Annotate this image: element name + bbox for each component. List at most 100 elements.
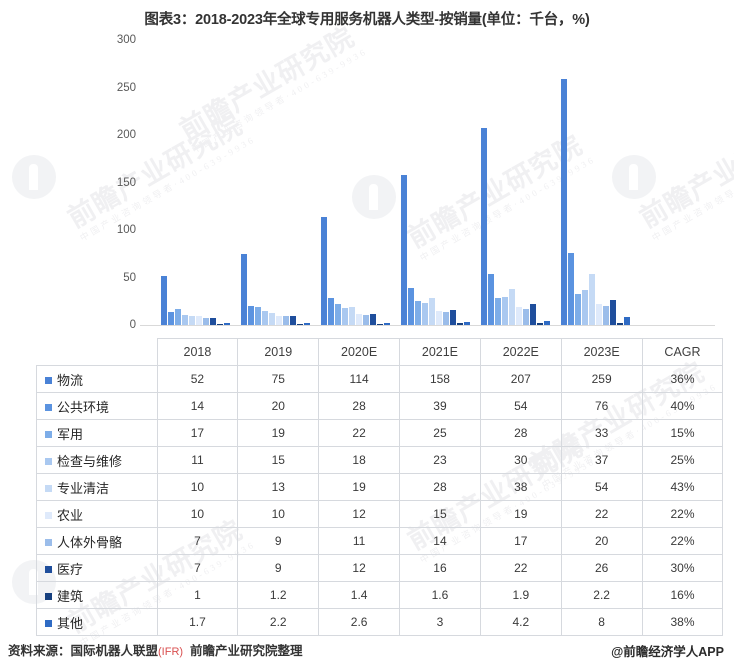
legend-swatch-icon [45,538,52,546]
value-cell: 39 [399,392,481,420]
bar [328,298,335,325]
value-cell: 114 [318,365,401,393]
legend-swatch-icon [45,484,52,492]
y-axis-tick: 200 [116,129,136,141]
value-cell: 52 [156,365,239,393]
bar-group [316,40,396,325]
table-row: 其他 1.7 2.2 2.6 3 4.2 8 38% [36,608,724,636]
cagr-cell: 38% [641,608,724,636]
table-column-header: 2021E [399,338,481,366]
series-label-cell: 其他 [36,608,158,636]
legend-swatch-icon [45,403,52,411]
bar-group [555,40,635,325]
bar [224,323,231,325]
bar [248,306,255,325]
table-column-header: 2023E [560,338,643,366]
value-cell: 23 [399,446,481,474]
value-cell: 30 [479,446,562,474]
table-row: 公共环境 14 20 28 39 54 76 40% [36,392,724,420]
series-name: 检查与维修 [57,453,123,469]
value-cell: 37 [560,446,643,474]
bar [435,310,442,325]
bar [276,315,283,325]
value-cell: 11 [156,446,239,474]
table-corner-cell [36,338,158,366]
table-row: 建筑 1 1.2 1.4 1.6 1.9 2.2 16% [36,581,724,609]
bar [349,306,356,325]
value-cell: 3 [399,608,481,636]
bar [290,316,297,325]
bar [595,304,602,325]
value-cell: 20 [237,392,320,420]
table-row: 人体外骨骼 7 9 11 14 17 20 22% [36,527,724,555]
bar [217,323,224,325]
bar [203,318,210,325]
value-cell: 2.2 [237,608,320,636]
bar [501,296,508,325]
value-cell: 1.7 [156,608,239,636]
cagr-cell: 22% [641,500,724,528]
bar [377,323,384,325]
bar [182,314,189,325]
value-cell: 33 [560,419,643,447]
bar [623,317,630,325]
value-cell: 20 [560,527,643,555]
data-table-wrapper: 2018 2019 2020E 2021E 2022E 2023E CAGR 物流 52 75 1… [36,338,724,636]
bar [581,289,588,325]
series-label-cell: 公共环境 [36,392,158,420]
bar [161,275,168,325]
chart-plot-area: 0 50 100 150 200 250 300 [0,34,734,345]
bar [480,128,487,325]
table-row: 医疗 7 9 12 16 22 26 30% [36,554,724,582]
value-cell: 10 [156,473,239,501]
series-name: 专业清洁 [57,480,110,496]
table-header-row: 2018 2019 2020E 2021E 2022E 2023E CAGR [36,338,724,366]
value-cell: 25 [399,419,481,447]
data-table: 2018 2019 2020E 2021E 2022E 2023E CAGR 物流 52 75 1… [36,338,724,636]
source-suffix: 前瞻产业研究院整理 [190,644,303,658]
series-label-cell: 人体外骨骼 [36,527,158,555]
value-cell: 1.6 [399,581,481,609]
table-row: 物流 52 75 114 158 207 259 36% [36,365,724,393]
series-name: 农业 [57,507,84,523]
bar [609,300,616,325]
series-name: 军用 [57,426,84,442]
table-column-header: 2020E [318,338,401,366]
bar [567,252,574,325]
value-cell: 38 [479,473,562,501]
bar [421,303,428,325]
bar [304,322,311,325]
bar [269,312,276,325]
bar [494,298,501,325]
value-cell: 28 [479,419,562,447]
brand-label: @前瞻经济学人APP [611,645,724,659]
series-label-cell: 物流 [36,365,158,393]
legend-swatch-icon [45,511,52,519]
series-label-cell: 医疗 [36,554,158,582]
table-row: 专业清洁 10 13 19 28 38 54 43% [36,473,724,501]
bar [588,273,595,325]
cagr-cell: 16% [641,581,724,609]
value-cell: 9 [237,527,320,555]
value-cell: 26 [560,554,643,582]
bar [283,316,290,325]
bar [522,308,529,325]
bar-group [396,40,476,325]
value-cell: 10 [156,500,239,528]
series-label-cell: 建筑 [36,581,158,609]
bar [487,273,494,325]
value-cell: 2.2 [560,581,643,609]
legend-swatch-icon [45,619,52,627]
bar [335,304,342,325]
bar [428,298,435,325]
chart-title: 图表3：2018-2023年全球专用服务机器人类型-按销量(单位：千台，%) [144,12,590,28]
series-label-cell: 检查与维修 [36,446,158,474]
bar [196,315,203,325]
y-axis: 0 50 100 150 200 250 300 [98,34,136,331]
bar [262,310,269,325]
bar-group [156,40,236,325]
series-name: 建筑 [57,588,84,604]
table-column-header: CAGR [641,338,724,366]
value-cell: 1.2 [237,581,320,609]
value-cell: 7 [156,527,239,555]
